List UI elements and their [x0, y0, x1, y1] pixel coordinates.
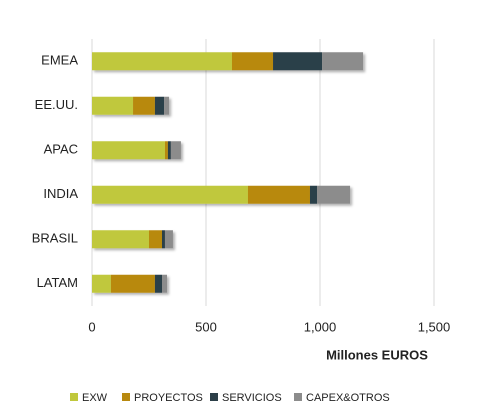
legend-swatch [210, 393, 218, 401]
bar-group [92, 96, 170, 115]
bar-segment [92, 52, 232, 71]
bar-segment [92, 274, 111, 293]
x-tick-label: 1,000 [304, 319, 337, 334]
y-tick-label: APAC [44, 142, 78, 157]
bar-segment [164, 230, 173, 249]
bar-segment [170, 141, 181, 160]
bar-segment [309, 185, 318, 204]
legend-label: CAPEX&OTROS [306, 392, 390, 404]
bar-segment [133, 96, 155, 115]
y-tick-label: EE.UU. [35, 97, 78, 112]
bar-segment [149, 230, 162, 249]
y-tick-label: BRASIL [32, 231, 78, 246]
bar-segment [317, 185, 351, 204]
bar-segment [167, 141, 171, 160]
bar-segment [322, 52, 364, 71]
bar-group [92, 185, 351, 204]
bar-segment [154, 96, 165, 115]
bar-segment [92, 230, 149, 249]
bar-segment [161, 274, 168, 293]
legend-swatch [70, 393, 78, 401]
legend-swatch [294, 393, 302, 401]
bar-group [92, 141, 181, 160]
legend-swatch [122, 393, 130, 401]
bar-segment [164, 96, 170, 115]
y-tick-label: EMEA [41, 53, 78, 68]
bar-segment [110, 274, 155, 293]
bar-segment [92, 141, 165, 160]
bar-segment [92, 96, 134, 115]
legend-label: SERVICIOS [222, 392, 282, 404]
bar-segment [161, 230, 165, 249]
x-tick-label: 0 [88, 319, 95, 334]
legend-label: PROYECTOS [134, 392, 203, 404]
bar-segment [247, 185, 310, 204]
bar-group [92, 274, 168, 293]
bar-segment [273, 52, 323, 71]
x-axis-label: Millones EUROS [326, 347, 428, 362]
bar-segment [92, 185, 248, 204]
bar-segment [231, 52, 274, 71]
bar-segment [164, 141, 168, 160]
bar-group [92, 230, 173, 249]
legend-label: EXW [82, 392, 108, 404]
x-tick-label: 1,500 [418, 319, 451, 334]
y-tick-label: LATAM [37, 275, 78, 290]
bar-segment [154, 274, 162, 293]
y-tick-label: INDIA [43, 186, 78, 201]
bar-group [92, 52, 364, 71]
x-tick-label: 500 [195, 319, 217, 334]
